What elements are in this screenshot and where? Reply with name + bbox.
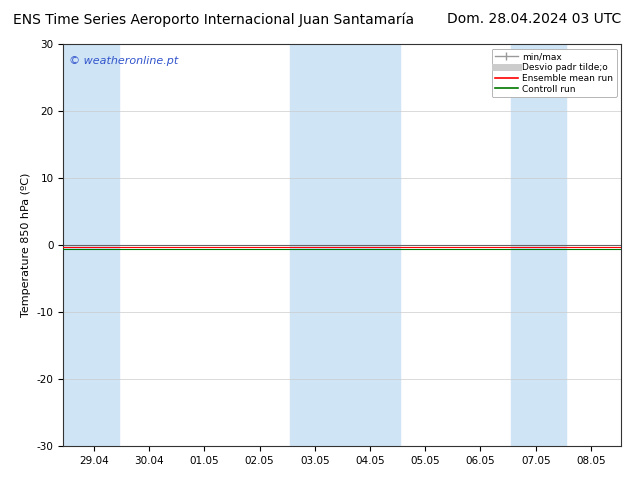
Bar bbox=[340, 44, 400, 446]
Text: Dom. 28.04.2024 03 UTC: Dom. 28.04.2024 03 UTC bbox=[447, 12, 621, 26]
Bar bbox=[511, 44, 566, 446]
Text: © weatheronline.pt: © weatheronline.pt bbox=[69, 56, 178, 66]
Bar bbox=[63, 44, 119, 446]
Bar bbox=[290, 44, 340, 446]
Legend: min/max, Desvio padr tilde;o, Ensemble mean run, Controll run: min/max, Desvio padr tilde;o, Ensemble m… bbox=[491, 49, 617, 97]
Text: ENS Time Series Aeroporto Internacional Juan Santamaría: ENS Time Series Aeroporto Internacional … bbox=[13, 12, 414, 27]
Y-axis label: Temperature 850 hPa (ºC): Temperature 850 hPa (ºC) bbox=[22, 173, 31, 317]
